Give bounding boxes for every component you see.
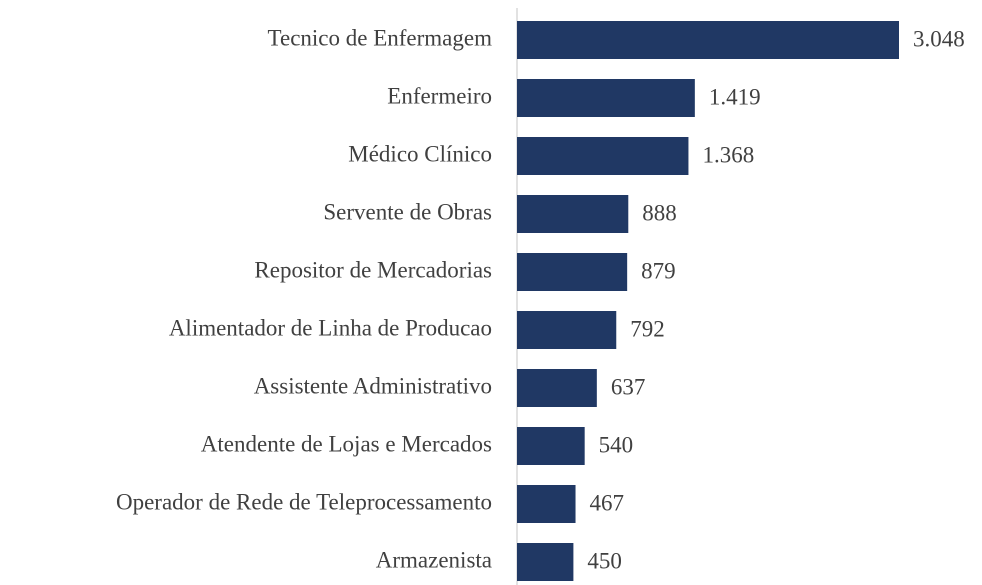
value-label: 1.419 — [709, 84, 761, 109]
bar — [517, 253, 628, 291]
bar — [517, 79, 695, 117]
bar — [517, 369, 597, 407]
category-label: Operador de Rede de Teleprocessamento — [116, 489, 492, 514]
bar — [517, 137, 689, 175]
category-label: Servente de Obras — [323, 199, 492, 224]
category-label: Enfermeiro — [387, 83, 492, 108]
bar — [517, 195, 629, 233]
category-label: Tecnico de Enfermagem — [268, 25, 493, 50]
category-label: Médico Clínico — [348, 141, 492, 166]
value-label: 1.368 — [702, 142, 754, 167]
category-label: Armazenista — [376, 547, 492, 572]
category-label: Alimentador de Linha de Producao — [169, 315, 492, 340]
bar — [517, 543, 574, 581]
value-label: 3.048 — [913, 26, 965, 51]
category-label: Repositor de Mercadorias — [254, 257, 492, 282]
category-label: Assistente Administrativo — [254, 373, 492, 398]
value-label: 467 — [590, 490, 625, 515]
value-label: 540 — [599, 432, 634, 457]
bar — [517, 485, 576, 523]
category-label: Atendente de Lojas e Mercados — [201, 431, 492, 456]
bar — [517, 311, 617, 349]
value-label: 888 — [642, 200, 677, 225]
value-label: 637 — [611, 374, 646, 399]
bar — [517, 427, 585, 465]
bar — [517, 21, 899, 59]
value-label: 792 — [630, 316, 665, 341]
value-label: 879 — [641, 258, 676, 283]
value-label: 450 — [587, 548, 622, 573]
